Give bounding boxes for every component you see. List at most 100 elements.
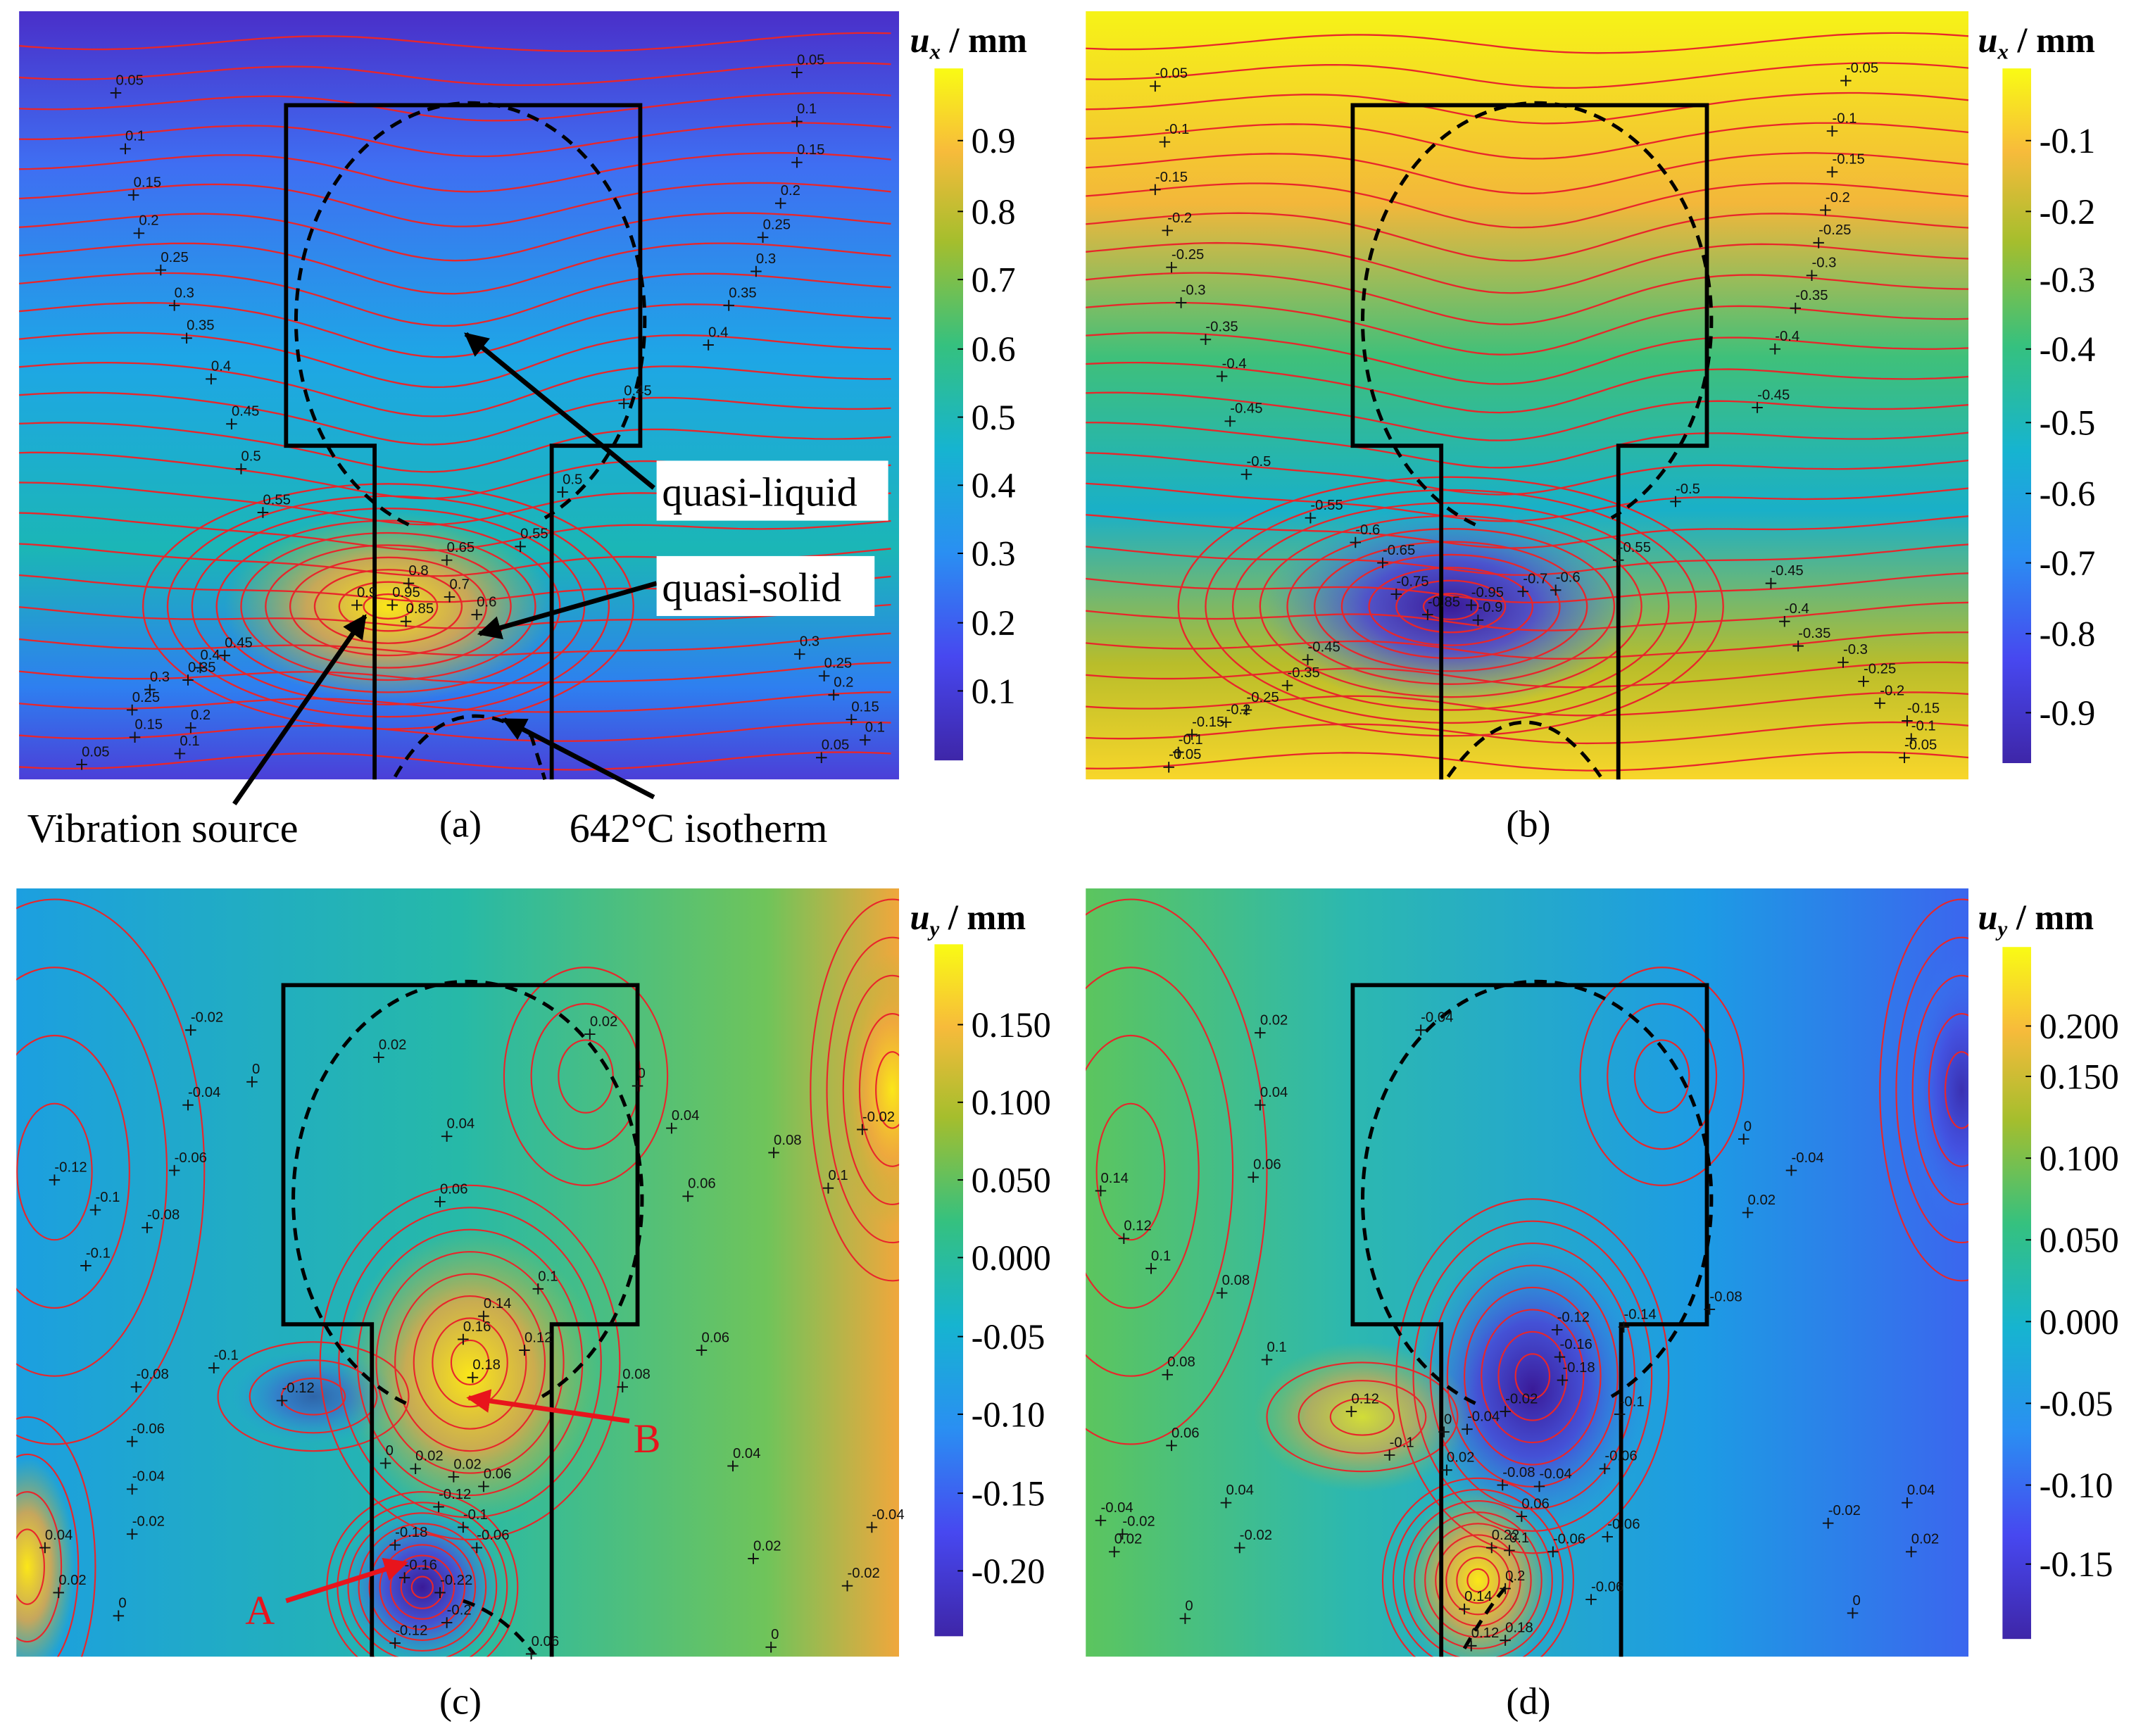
contour-marker bbox=[1554, 1351, 1566, 1363]
contour-marker bbox=[194, 662, 206, 674]
contour-marker bbox=[1500, 1635, 1511, 1646]
contour-label: 0.02 bbox=[590, 1014, 618, 1029]
contour-label: -0.7 bbox=[1523, 572, 1547, 587]
annotation: quasi-solid bbox=[662, 565, 841, 610]
subscript: y bbox=[927, 917, 940, 941]
contour-line bbox=[337, 1502, 508, 1657]
contour-marker bbox=[434, 1587, 446, 1599]
contour-label: -0.65 bbox=[1383, 543, 1415, 558]
contour-marker bbox=[1486, 1542, 1497, 1554]
symbol: u bbox=[910, 898, 930, 937]
contour-label: -0.02 bbox=[862, 1109, 895, 1125]
contour-marker bbox=[768, 1147, 779, 1159]
contour-label: -0.45 bbox=[1771, 563, 1803, 579]
contour-label: 0.1 bbox=[1267, 1340, 1287, 1355]
contour-label: 0.25 bbox=[824, 656, 853, 672]
colorbar-tick-label: -0.6 bbox=[2040, 474, 2096, 513]
contour-line bbox=[1086, 751, 1969, 772]
contour-label: -0.12 bbox=[54, 1159, 87, 1175]
colorbar-tick-label: 0.050 bbox=[972, 1161, 1051, 1200]
contour-label: -0.2 bbox=[1880, 683, 1904, 698]
contour-line bbox=[1177, 476, 1724, 737]
contour-label: -0.18 bbox=[395, 1525, 427, 1540]
contour-line bbox=[1086, 691, 1969, 717]
contour-label: 0.06 bbox=[701, 1330, 729, 1345]
contour-label: -0.35 bbox=[1798, 626, 1830, 641]
contour-label: -0.15 bbox=[1907, 700, 1940, 716]
contour-line bbox=[215, 520, 561, 693]
contour-marker bbox=[1614, 1409, 1626, 1420]
contour-label: 0.85 bbox=[406, 601, 434, 617]
panel-a-field bbox=[19, 11, 900, 780]
contour-label: -0.08 bbox=[1709, 1289, 1742, 1304]
contour-label: -0.05 bbox=[1155, 66, 1188, 82]
contour-line bbox=[450, 1339, 490, 1385]
contour-marker bbox=[791, 115, 803, 127]
contour-label: -0.02 bbox=[1122, 1514, 1155, 1530]
colorbar-tick-label: -0.05 bbox=[972, 1317, 1045, 1357]
contour-line bbox=[19, 691, 891, 713]
subscript: y bbox=[1995, 917, 2008, 941]
contour-marker bbox=[39, 1542, 51, 1554]
contour-marker bbox=[1162, 1369, 1173, 1380]
contour-label: -0.35 bbox=[1288, 665, 1320, 681]
contour-line bbox=[1412, 1220, 1653, 1532]
contour-line bbox=[1086, 601, 1969, 631]
unit: / mm bbox=[939, 898, 1026, 937]
contour-marker bbox=[1826, 166, 1838, 177]
contour-label: -0.18 bbox=[1562, 1360, 1595, 1376]
contour-label: 0.12 bbox=[1351, 1391, 1379, 1407]
contour-marker bbox=[174, 748, 186, 760]
contour-line bbox=[1481, 1309, 1585, 1444]
contour-line bbox=[1086, 152, 1969, 194]
contour-marker bbox=[433, 1501, 444, 1513]
contour-line bbox=[389, 1554, 456, 1620]
contour-label: 0.3 bbox=[800, 634, 819, 650]
contour-label: 0.04 bbox=[1907, 1483, 1935, 1498]
contour-line bbox=[1392, 1488, 1564, 1657]
contour-marker bbox=[618, 398, 629, 409]
contour-marker bbox=[1462, 1423, 1473, 1435]
contour-label: 0.15 bbox=[135, 717, 163, 733]
contour-label: 0.1 bbox=[125, 129, 145, 144]
contour-line bbox=[379, 1544, 466, 1630]
contour-marker bbox=[126, 1528, 138, 1540]
contour-line bbox=[1086, 361, 1969, 414]
colorbar-title: ux / mm bbox=[1978, 20, 2095, 64]
contour-label: -0.2 bbox=[1826, 190, 1850, 206]
contour-marker bbox=[1902, 1497, 1913, 1509]
contour-marker bbox=[351, 599, 363, 611]
contour-label: 0.22 bbox=[1492, 1528, 1520, 1543]
contour-label: 0 bbox=[1444, 1411, 1452, 1427]
contour-label: -0.06 bbox=[1607, 1516, 1640, 1532]
contour-label: -0.6 bbox=[1556, 570, 1581, 586]
contour-marker bbox=[1612, 554, 1624, 566]
contour-label: 0.18 bbox=[1505, 1621, 1533, 1636]
contour-line bbox=[1414, 1511, 1543, 1649]
contour-marker bbox=[182, 674, 194, 686]
contour-line bbox=[1086, 62, 1969, 89]
contour-marker bbox=[1547, 1546, 1559, 1558]
contour-marker bbox=[1216, 1287, 1228, 1299]
contour-line bbox=[16, 1034, 130, 1309]
contour-line bbox=[319, 1184, 621, 1540]
colorbar-tick-label: 0.000 bbox=[2040, 1302, 2119, 1342]
contour-marker bbox=[1117, 1528, 1129, 1540]
contour-line bbox=[19, 361, 891, 417]
contour-label: 0.02 bbox=[1114, 1532, 1143, 1547]
contour-marker bbox=[379, 1457, 391, 1469]
contour-marker bbox=[816, 752, 827, 764]
contour-marker bbox=[1504, 1545, 1515, 1556]
contour-marker bbox=[208, 1362, 220, 1373]
contour-marker bbox=[727, 1460, 739, 1472]
contour-label: -0.4 bbox=[1222, 356, 1247, 372]
contour-marker bbox=[389, 1539, 401, 1551]
contour-label: 0.12 bbox=[1124, 1219, 1152, 1234]
contour-line bbox=[1464, 1286, 1602, 1466]
contour-marker bbox=[1779, 616, 1790, 627]
colorbar-tick-label: 0.9 bbox=[972, 121, 1016, 161]
contour-label: 0.06 bbox=[484, 1466, 512, 1482]
contour-line bbox=[1497, 1331, 1568, 1421]
contour-marker bbox=[515, 541, 526, 553]
contour-label: 0 bbox=[118, 1596, 126, 1611]
